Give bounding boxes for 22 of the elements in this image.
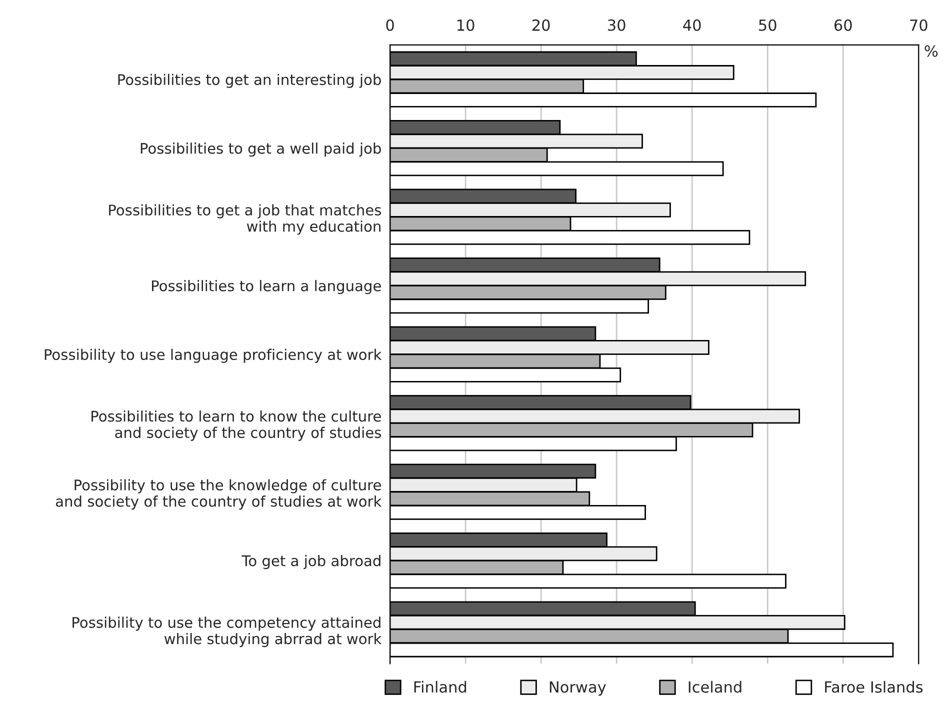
x-tick-label: 60	[834, 19, 852, 31]
y-tick-label: Possibilities to learn to know the culture and society of the country of studies	[92, 410, 381, 441]
legend-label: Norway	[550, 681, 606, 696]
x-axis-title: %	[924, 45, 938, 57]
x-tick-label: 50	[759, 19, 776, 31]
x-tick-label: 10	[458, 19, 474, 31]
x-tick-label: 0	[386, 19, 394, 31]
legend-label: Finland	[414, 680, 466, 693]
y-tick-label: Possibility to use the knowledge of culture and society of the country of studies at work	[56, 479, 382, 510]
y-tick-label: Possibilities to learn a language	[152, 280, 381, 294]
legend-label: Faroe Islands	[825, 680, 923, 693]
legend-label: Iceland	[688, 680, 742, 693]
x-tick-label: 70	[910, 19, 928, 31]
y-tick-label: To get a job abroad	[242, 554, 380, 570]
x-tick-label: 40	[683, 19, 701, 31]
y-tick-label: Possibilities to get a job that matches with my education	[109, 204, 381, 235]
x-tick-label: 30	[608, 19, 626, 31]
x-tick-label: 20	[532, 19, 550, 31]
y-tick-label: Possibilities to get a well paid job	[140, 142, 381, 157]
y-tick-label: Possibility to use language proficiency at work	[44, 348, 382, 363]
y-tick-label: Possibility to use the competency attained while studying abrrad at work	[72, 616, 382, 648]
y-tick-label: Possibilities to get an interesting job	[118, 74, 381, 88]
